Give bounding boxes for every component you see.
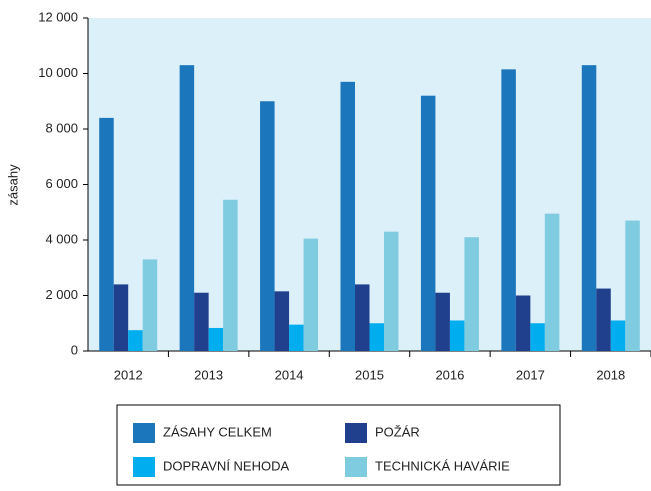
y-axis-label: zásahy <box>5 164 20 206</box>
bar <box>223 199 238 351</box>
bar <box>260 101 275 351</box>
y-tick-label: 0 <box>71 342 78 357</box>
legend-label: ZÁSAHY CELKEM <box>163 424 272 439</box>
bar <box>340 81 355 351</box>
y-tick-label: 10 000 <box>38 65 78 80</box>
legend-label: DOPRAVNÍ NEHODA <box>163 458 289 473</box>
legend-label: POŽÁR <box>375 424 420 439</box>
legend <box>116 404 561 486</box>
bar <box>369 323 384 351</box>
bar <box>610 320 626 351</box>
bar <box>208 327 224 351</box>
bar <box>113 284 129 351</box>
bar <box>625 220 640 351</box>
bar <box>194 292 209 351</box>
bar <box>515 295 531 351</box>
x-tick-label: 2017 <box>516 367 545 382</box>
bar <box>179 65 195 352</box>
x-tick-label: 2018 <box>596 367 625 382</box>
bar <box>449 320 465 351</box>
bar <box>501 69 516 352</box>
y-tick-label: 2 000 <box>45 287 78 302</box>
bar <box>384 231 399 351</box>
bar <box>464 237 479 351</box>
legend-swatch <box>345 457 367 477</box>
x-tick-label: 2014 <box>275 367 304 382</box>
y-tick-label: 8 000 <box>45 120 78 135</box>
bar <box>142 259 158 351</box>
bar <box>435 292 450 351</box>
legend-swatch <box>133 423 155 443</box>
bar <box>303 238 319 351</box>
bar <box>99 117 114 352</box>
bar <box>274 291 290 351</box>
y-tick-label: 6 000 <box>45 176 78 191</box>
legend-label: TECHNICKÁ HAVÁRIE <box>375 458 510 473</box>
bar <box>420 95 436 351</box>
bar <box>581 65 597 352</box>
bar <box>530 323 545 351</box>
bar <box>544 213 560 351</box>
y-tick-label: 4 000 <box>45 231 78 246</box>
bar <box>596 288 611 351</box>
bar <box>128 330 143 351</box>
legend-swatch <box>345 423 367 443</box>
x-tick-label: 2013 <box>194 367 223 382</box>
legend-swatch <box>133 457 155 477</box>
bar <box>355 284 370 351</box>
x-tick-label: 2016 <box>435 367 464 382</box>
x-tick-label: 2012 <box>114 367 143 382</box>
bar <box>289 324 304 351</box>
y-tick-label: 12 000 <box>38 9 78 24</box>
x-tick-label: 2015 <box>355 367 384 382</box>
